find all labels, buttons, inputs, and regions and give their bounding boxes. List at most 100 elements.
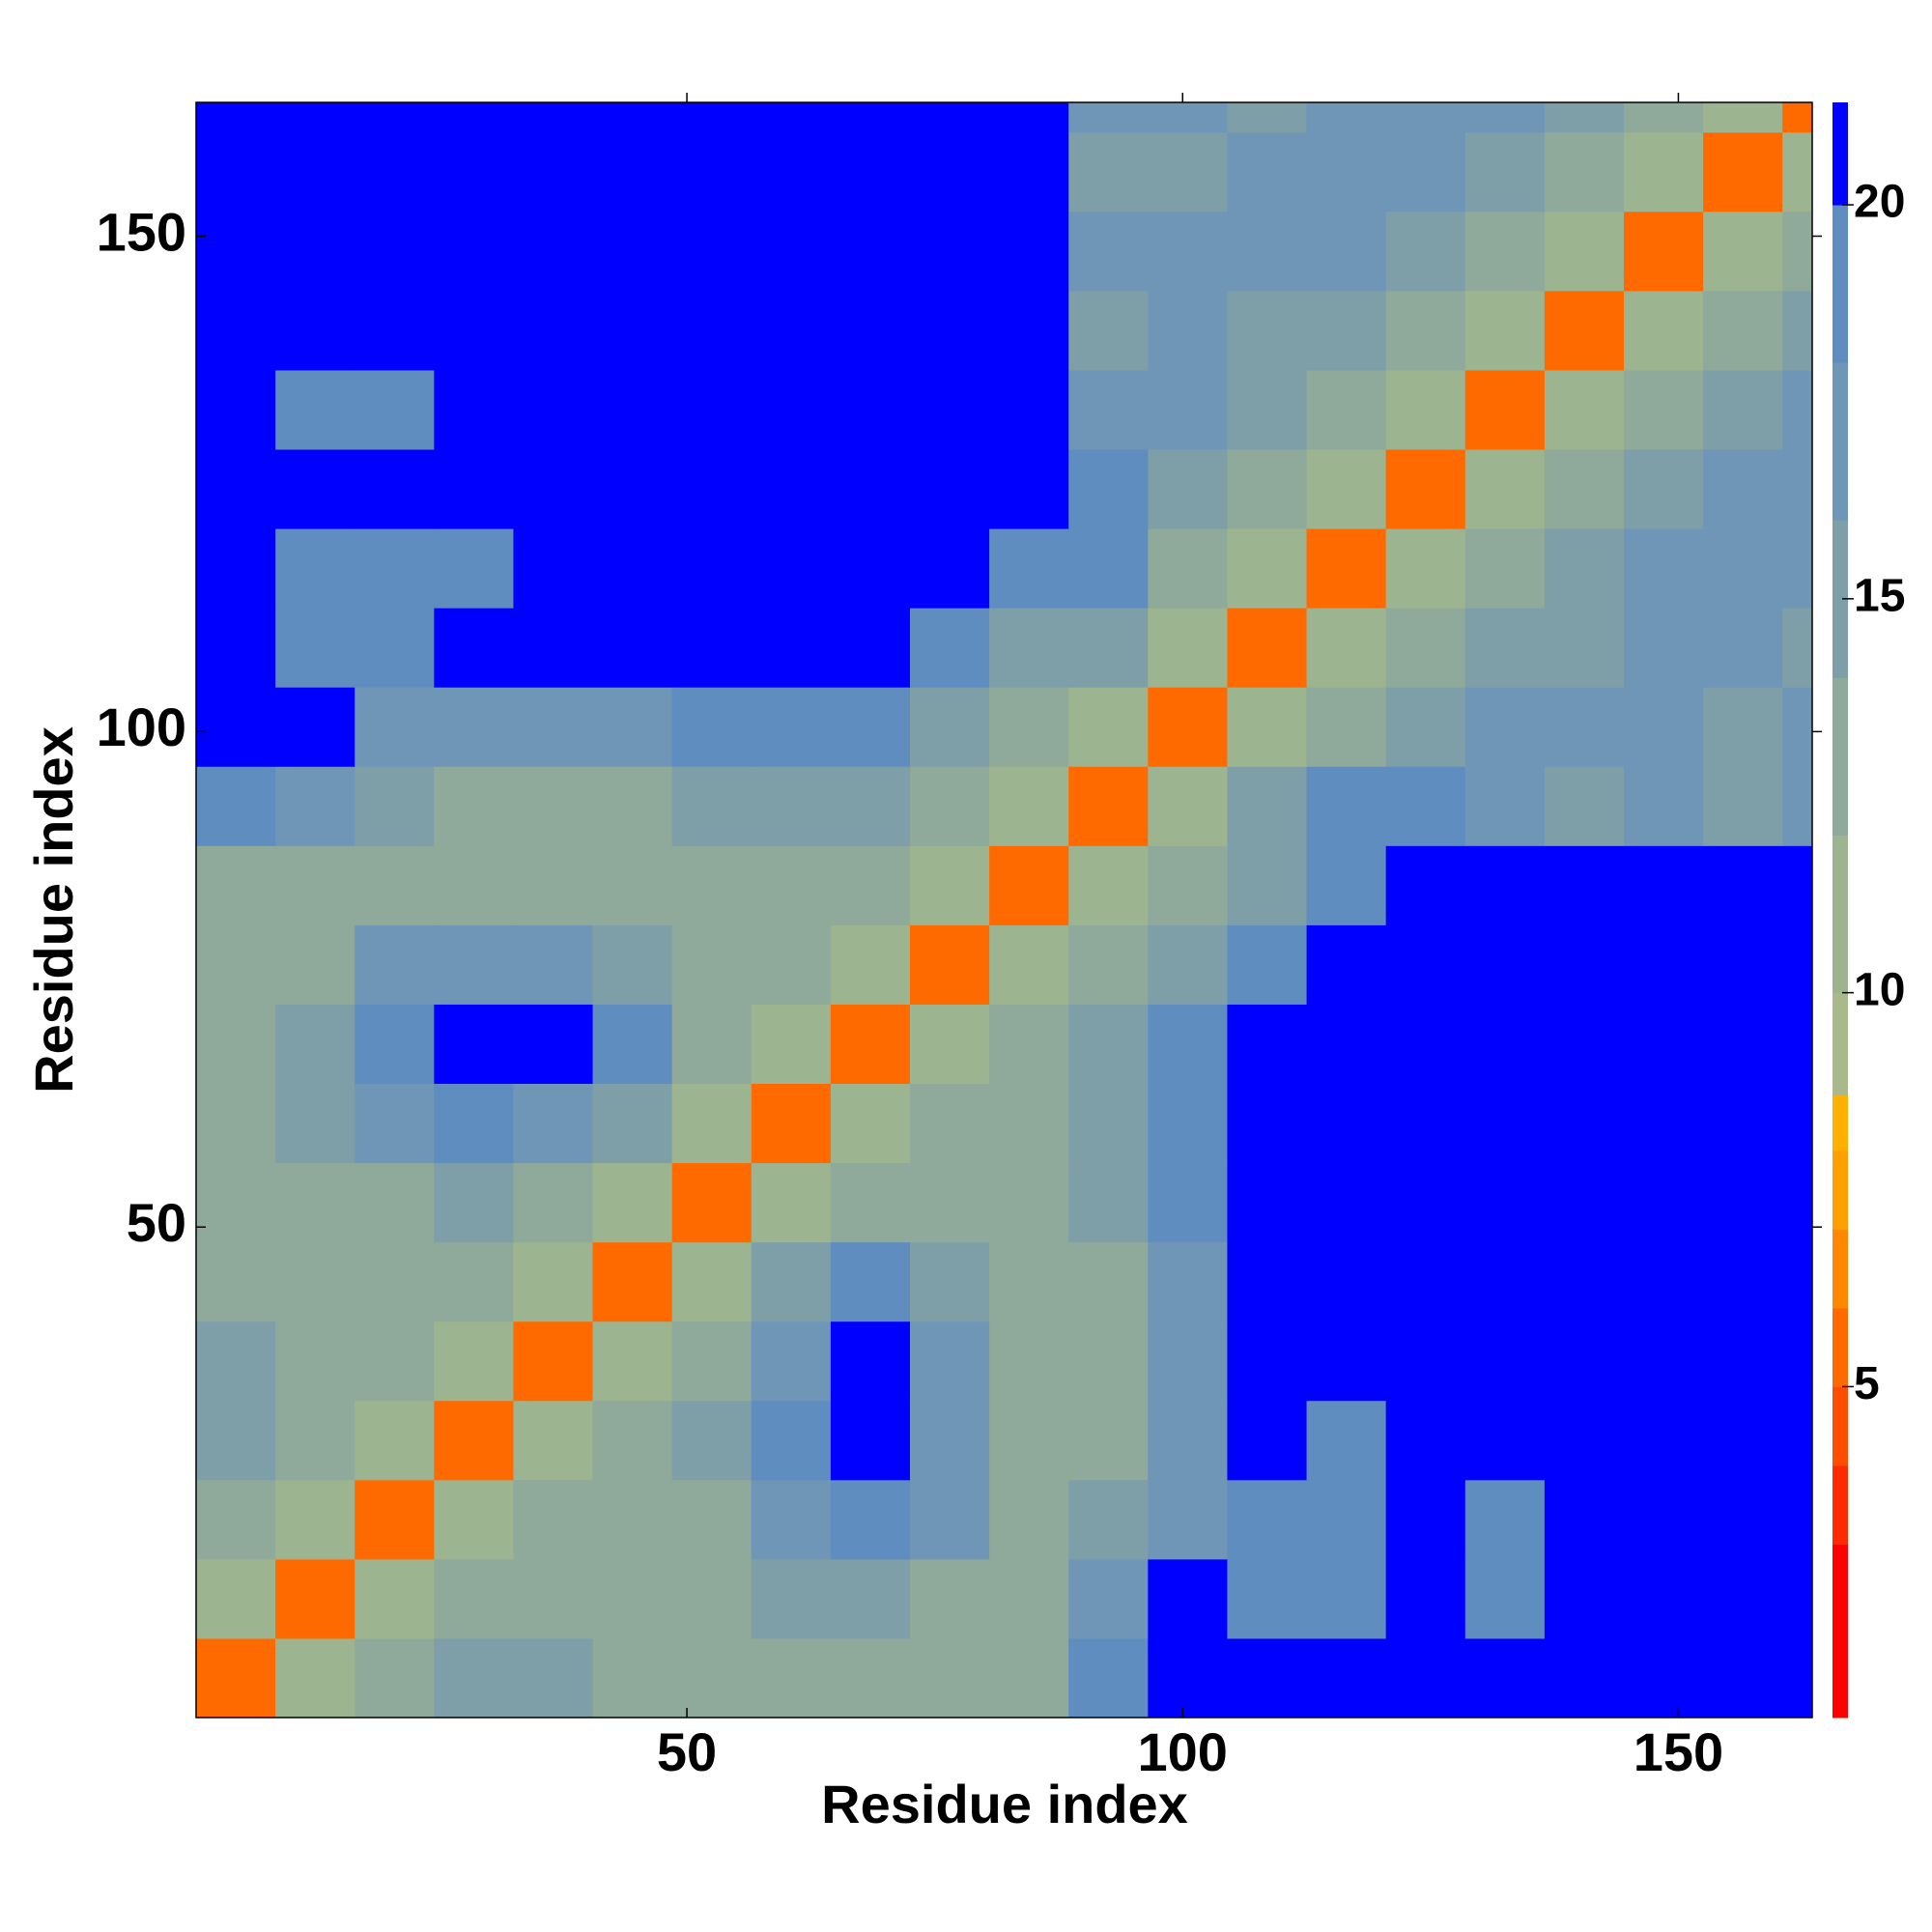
heatmap-cell — [1464, 1004, 1546, 1085]
heatmap-cell — [671, 845, 753, 925]
colorbar-band — [1833, 1307, 1848, 1387]
heatmap-cell — [751, 102, 832, 133]
heatmap-cell — [751, 608, 832, 688]
heatmap-cell — [592, 1637, 673, 1719]
heatmap-cell — [751, 1558, 832, 1639]
heatmap-cell — [830, 211, 911, 292]
heatmap-cell — [592, 1400, 673, 1481]
heatmap-cell — [1703, 1479, 1783, 1560]
y-tick-label: 50 — [127, 1192, 186, 1253]
heatmap-cell — [592, 924, 673, 1005]
heatmap-cell — [1148, 1400, 1228, 1481]
heatmap-cell — [275, 1479, 355, 1560]
heatmap-cell — [909, 1321, 990, 1402]
heatmap-cell — [830, 1479, 911, 1560]
heatmap-cell — [1385, 528, 1466, 609]
heatmap-cell — [989, 1637, 1069, 1719]
heatmap-cell — [434, 211, 514, 292]
heatmap-cell — [989, 845, 1069, 925]
heatmap-cell — [1464, 1241, 1546, 1322]
heatmap-cell — [671, 608, 753, 688]
heatmap-cell — [1623, 1479, 1704, 1560]
heatmap-cell — [1544, 369, 1625, 450]
heatmap-cell — [830, 845, 911, 925]
x-tick-label: 150 — [1634, 1721, 1723, 1782]
heatmap-cell — [355, 1637, 435, 1719]
heatmap-cell — [275, 1637, 355, 1719]
heatmap-cell — [671, 1004, 753, 1085]
heatmap-cell — [909, 290, 990, 371]
heatmap-cell — [355, 766, 435, 846]
heatmap-cell — [1227, 369, 1308, 450]
heatmap-cell — [1306, 528, 1387, 609]
heatmap-cell — [592, 1083, 673, 1164]
heatmap-cell — [1464, 845, 1546, 925]
heatmap-cell — [1306, 290, 1387, 371]
heatmap-cell — [1306, 687, 1387, 767]
heatmap-cell — [1227, 1083, 1308, 1164]
heatmap-cell — [1782, 1637, 1813, 1719]
heatmap-cell — [1623, 211, 1704, 292]
heatmap-cell — [751, 211, 832, 292]
heatmap-cell — [513, 131, 594, 213]
heatmap-cell — [1306, 1162, 1387, 1243]
heatmap-cell — [1464, 102, 1546, 133]
colorbar-band — [1833, 992, 1848, 1096]
heatmap-cell — [275, 290, 355, 371]
heatmap-cell — [751, 369, 832, 450]
heatmap-cell — [434, 924, 514, 1005]
colorbar-tick-label: 5 — [1854, 1358, 1880, 1409]
heatmap-cell — [1385, 845, 1466, 925]
heatmap-cell — [1227, 1321, 1308, 1402]
heatmap-cell — [592, 449, 673, 529]
heatmap-cell — [989, 131, 1069, 213]
heatmap-cell — [1623, 449, 1704, 529]
heatmap-cell — [1306, 766, 1387, 846]
heatmap-cell — [196, 924, 276, 1005]
heatmap-cell — [1703, 1558, 1783, 1639]
heatmap-cell — [513, 608, 594, 688]
heatmap-cell — [751, 687, 832, 767]
heatmap-cell — [196, 369, 276, 450]
colorbar-band — [1833, 1150, 1848, 1230]
heatmap-cell — [1148, 369, 1228, 450]
heatmap-cell — [513, 1321, 594, 1402]
heatmap-cell — [434, 528, 514, 609]
colorbar-band — [1833, 102, 1848, 206]
heatmap-cell — [1227, 924, 1308, 1005]
heatmap-cell — [751, 1637, 832, 1719]
heatmap-cell — [909, 845, 990, 925]
heatmap-cell — [989, 608, 1069, 688]
heatmap-cell — [989, 1400, 1069, 1481]
heatmap-cell — [275, 845, 355, 925]
heatmap-cell — [1623, 1400, 1704, 1481]
heatmap-cell — [1068, 131, 1149, 213]
heatmap-cell — [513, 449, 594, 529]
heatmap-cell — [513, 1479, 594, 1560]
heatmap-cell — [1544, 845, 1625, 925]
x-axis-label: Residue index — [821, 1774, 1188, 1834]
heatmap-cell — [1385, 290, 1466, 371]
heatmap-cell — [592, 528, 673, 609]
heatmap-cell — [196, 528, 276, 609]
heatmap-cell — [592, 1321, 673, 1402]
heatmap-cell — [751, 449, 832, 529]
heatmap-cell — [1623, 1083, 1704, 1164]
heatmap-cell — [275, 369, 355, 450]
heatmap-cell — [1782, 766, 1813, 846]
heatmap-cell — [592, 102, 673, 133]
colorbar-band — [1833, 1386, 1848, 1466]
heatmap-cell — [909, 1479, 990, 1560]
x-tick-label: 50 — [657, 1721, 717, 1782]
heatmap-cell — [830, 131, 911, 213]
heatmap-cell — [1703, 102, 1783, 133]
heatmap-cell — [1464, 211, 1546, 292]
heatmap-cell — [1703, 1162, 1783, 1243]
heatmap-cell — [1623, 369, 1704, 450]
heatmap-cell — [355, 1162, 435, 1243]
heatmap-cell — [671, 211, 753, 292]
heatmap-cell — [592, 766, 673, 846]
heatmap-cell — [275, 1162, 355, 1243]
heatmap-cell — [1703, 845, 1783, 925]
heatmap-cell — [434, 1083, 514, 1164]
